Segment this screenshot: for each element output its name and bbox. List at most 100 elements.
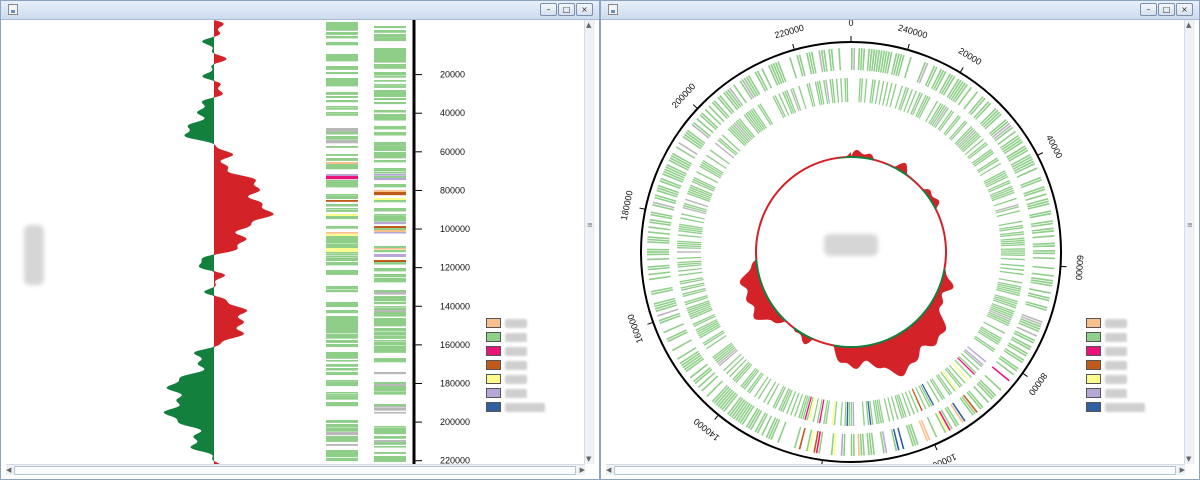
- feature-gene: [706, 334, 727, 350]
- feature-gene: [924, 65, 936, 87]
- feature-gene: [678, 227, 703, 233]
- feature-gene: [903, 88, 914, 112]
- feature-gene: [862, 48, 866, 71]
- feature-gene: [374, 372, 406, 375]
- feature-gene: [659, 180, 681, 190]
- feature-gene: [374, 174, 406, 176]
- maximize-button[interactable]: □: [1158, 3, 1175, 16]
- close-button[interactable]: ×: [1176, 3, 1193, 16]
- feature-gene: [682, 135, 702, 150]
- scroll-right-arrow[interactable]: ▶: [1179, 466, 1185, 474]
- minimize-button[interactable]: –: [1140, 3, 1157, 16]
- feature-gene: [697, 372, 716, 388]
- feature-gene: [990, 304, 1014, 315]
- feature-gene: [374, 342, 406, 345]
- feature-gene: [653, 297, 676, 305]
- feature-gene: [326, 270, 358, 273]
- scroll-up-arrow[interactable]: ▲: [586, 21, 592, 29]
- feature-gene: [694, 368, 713, 385]
- feature-gene: [767, 418, 779, 439]
- feature-gene: [910, 92, 921, 115]
- feature-gene: [374, 298, 406, 302]
- scroll-down-arrow[interactable]: ▼: [586, 455, 592, 463]
- feature-gene: [964, 349, 984, 366]
- feature-gene: [326, 302, 358, 306]
- feature-gene: [696, 171, 719, 184]
- feature-gene: [778, 388, 790, 411]
- vertical-scrollbar[interactable]: ▲ ≡ ▼: [584, 20, 595, 464]
- redacted-legend-label: [505, 332, 527, 342]
- scroll-grip-icon[interactable]: ≡: [1187, 221, 1193, 229]
- feature-gene: [814, 81, 821, 106]
- feature-gene: [326, 438, 358, 442]
- axis-tick-label: 100000: [440, 224, 470, 234]
- vertical-scrollbar[interactable]: ▲ ≡ ▼: [1184, 20, 1195, 464]
- feature-gene: [326, 426, 358, 428]
- horizontal-scrollbar[interactable]: ◀ ▶: [606, 464, 1185, 475]
- ring-tick-label: 160000: [625, 313, 644, 345]
- feature-gene: [657, 184, 680, 194]
- feature-gene: [374, 134, 406, 136]
- feature-gene: [1011, 336, 1032, 349]
- feature-gene: [1032, 235, 1055, 239]
- minimize-button[interactable]: –: [540, 3, 557, 16]
- redacted-label: [24, 225, 44, 285]
- feature-gene: [677, 262, 702, 266]
- feature-gene: [326, 164, 358, 168]
- feature-gene: [374, 228, 406, 232]
- legend-entry: [486, 332, 527, 342]
- feature-gene: [786, 391, 797, 414]
- scroll-up-arrow[interactable]: ▲: [1186, 21, 1192, 29]
- maximize-button[interactable]: □: [558, 3, 575, 16]
- redacted-legend-label: [1105, 318, 1127, 328]
- feature-gene: [890, 52, 898, 75]
- legend-entry: [486, 360, 527, 370]
- feature-gene: [374, 132, 406, 135]
- redacted-legend-label: [505, 402, 545, 412]
- feature-gene: [995, 360, 1015, 376]
- scroll-down-arrow[interactable]: ▼: [1186, 455, 1192, 463]
- scroll-right-arrow[interactable]: ▶: [579, 466, 585, 474]
- feature-gene: [665, 166, 686, 177]
- feature-gene: [990, 306, 1014, 317]
- feature-gene: [326, 182, 358, 185]
- feature-gene: [374, 74, 406, 76]
- feature-gene: [988, 309, 1012, 321]
- scroll-grip-icon[interactable]: ≡: [587, 221, 593, 229]
- ring-tick: [907, 43, 910, 50]
- feature-gene: [747, 111, 763, 132]
- feature-gene: [326, 372, 358, 376]
- feature-gene: [374, 382, 406, 385]
- close-button[interactable]: ×: [576, 3, 593, 16]
- ring-tick-label: 40000: [1044, 133, 1064, 160]
- feature-gene: [992, 299, 1017, 309]
- feature-gene: [1008, 342, 1029, 355]
- feature-gene: [750, 109, 766, 130]
- scroll-left-arrow[interactable]: ◀: [606, 466, 612, 474]
- feature-gene: [987, 179, 1010, 191]
- feature-gene: [374, 302, 406, 305]
- horizontal-scrollbar[interactable]: ◀ ▶: [6, 464, 585, 475]
- scroll-thumb[interactable]: [14, 466, 576, 475]
- feature-gene: [815, 431, 822, 454]
- feature-gene: [774, 386, 787, 409]
- feature-gene: [840, 433, 844, 456]
- ring-tick: [714, 414, 719, 420]
- feature-gene: [703, 331, 725, 346]
- feature-gene: [326, 112, 358, 114]
- feature-gene: [326, 32, 358, 35]
- feature-gene: [727, 88, 742, 108]
- feature-gene: [691, 180, 715, 192]
- scroll-thumb[interactable]: [614, 466, 1176, 475]
- feature-gene: [326, 420, 358, 423]
- feature-gene: [739, 404, 753, 424]
- feature-gene: [940, 74, 954, 95]
- feature-gene: [706, 380, 724, 398]
- feature-gene: [1006, 145, 1026, 159]
- feature-gene: [326, 184, 358, 188]
- feature-gene: [926, 381, 940, 403]
- feature-gene: [686, 302, 711, 312]
- feature-gene: [374, 94, 406, 97]
- scroll-left-arrow[interactable]: ◀: [6, 466, 12, 474]
- feature-gene: [974, 335, 996, 351]
